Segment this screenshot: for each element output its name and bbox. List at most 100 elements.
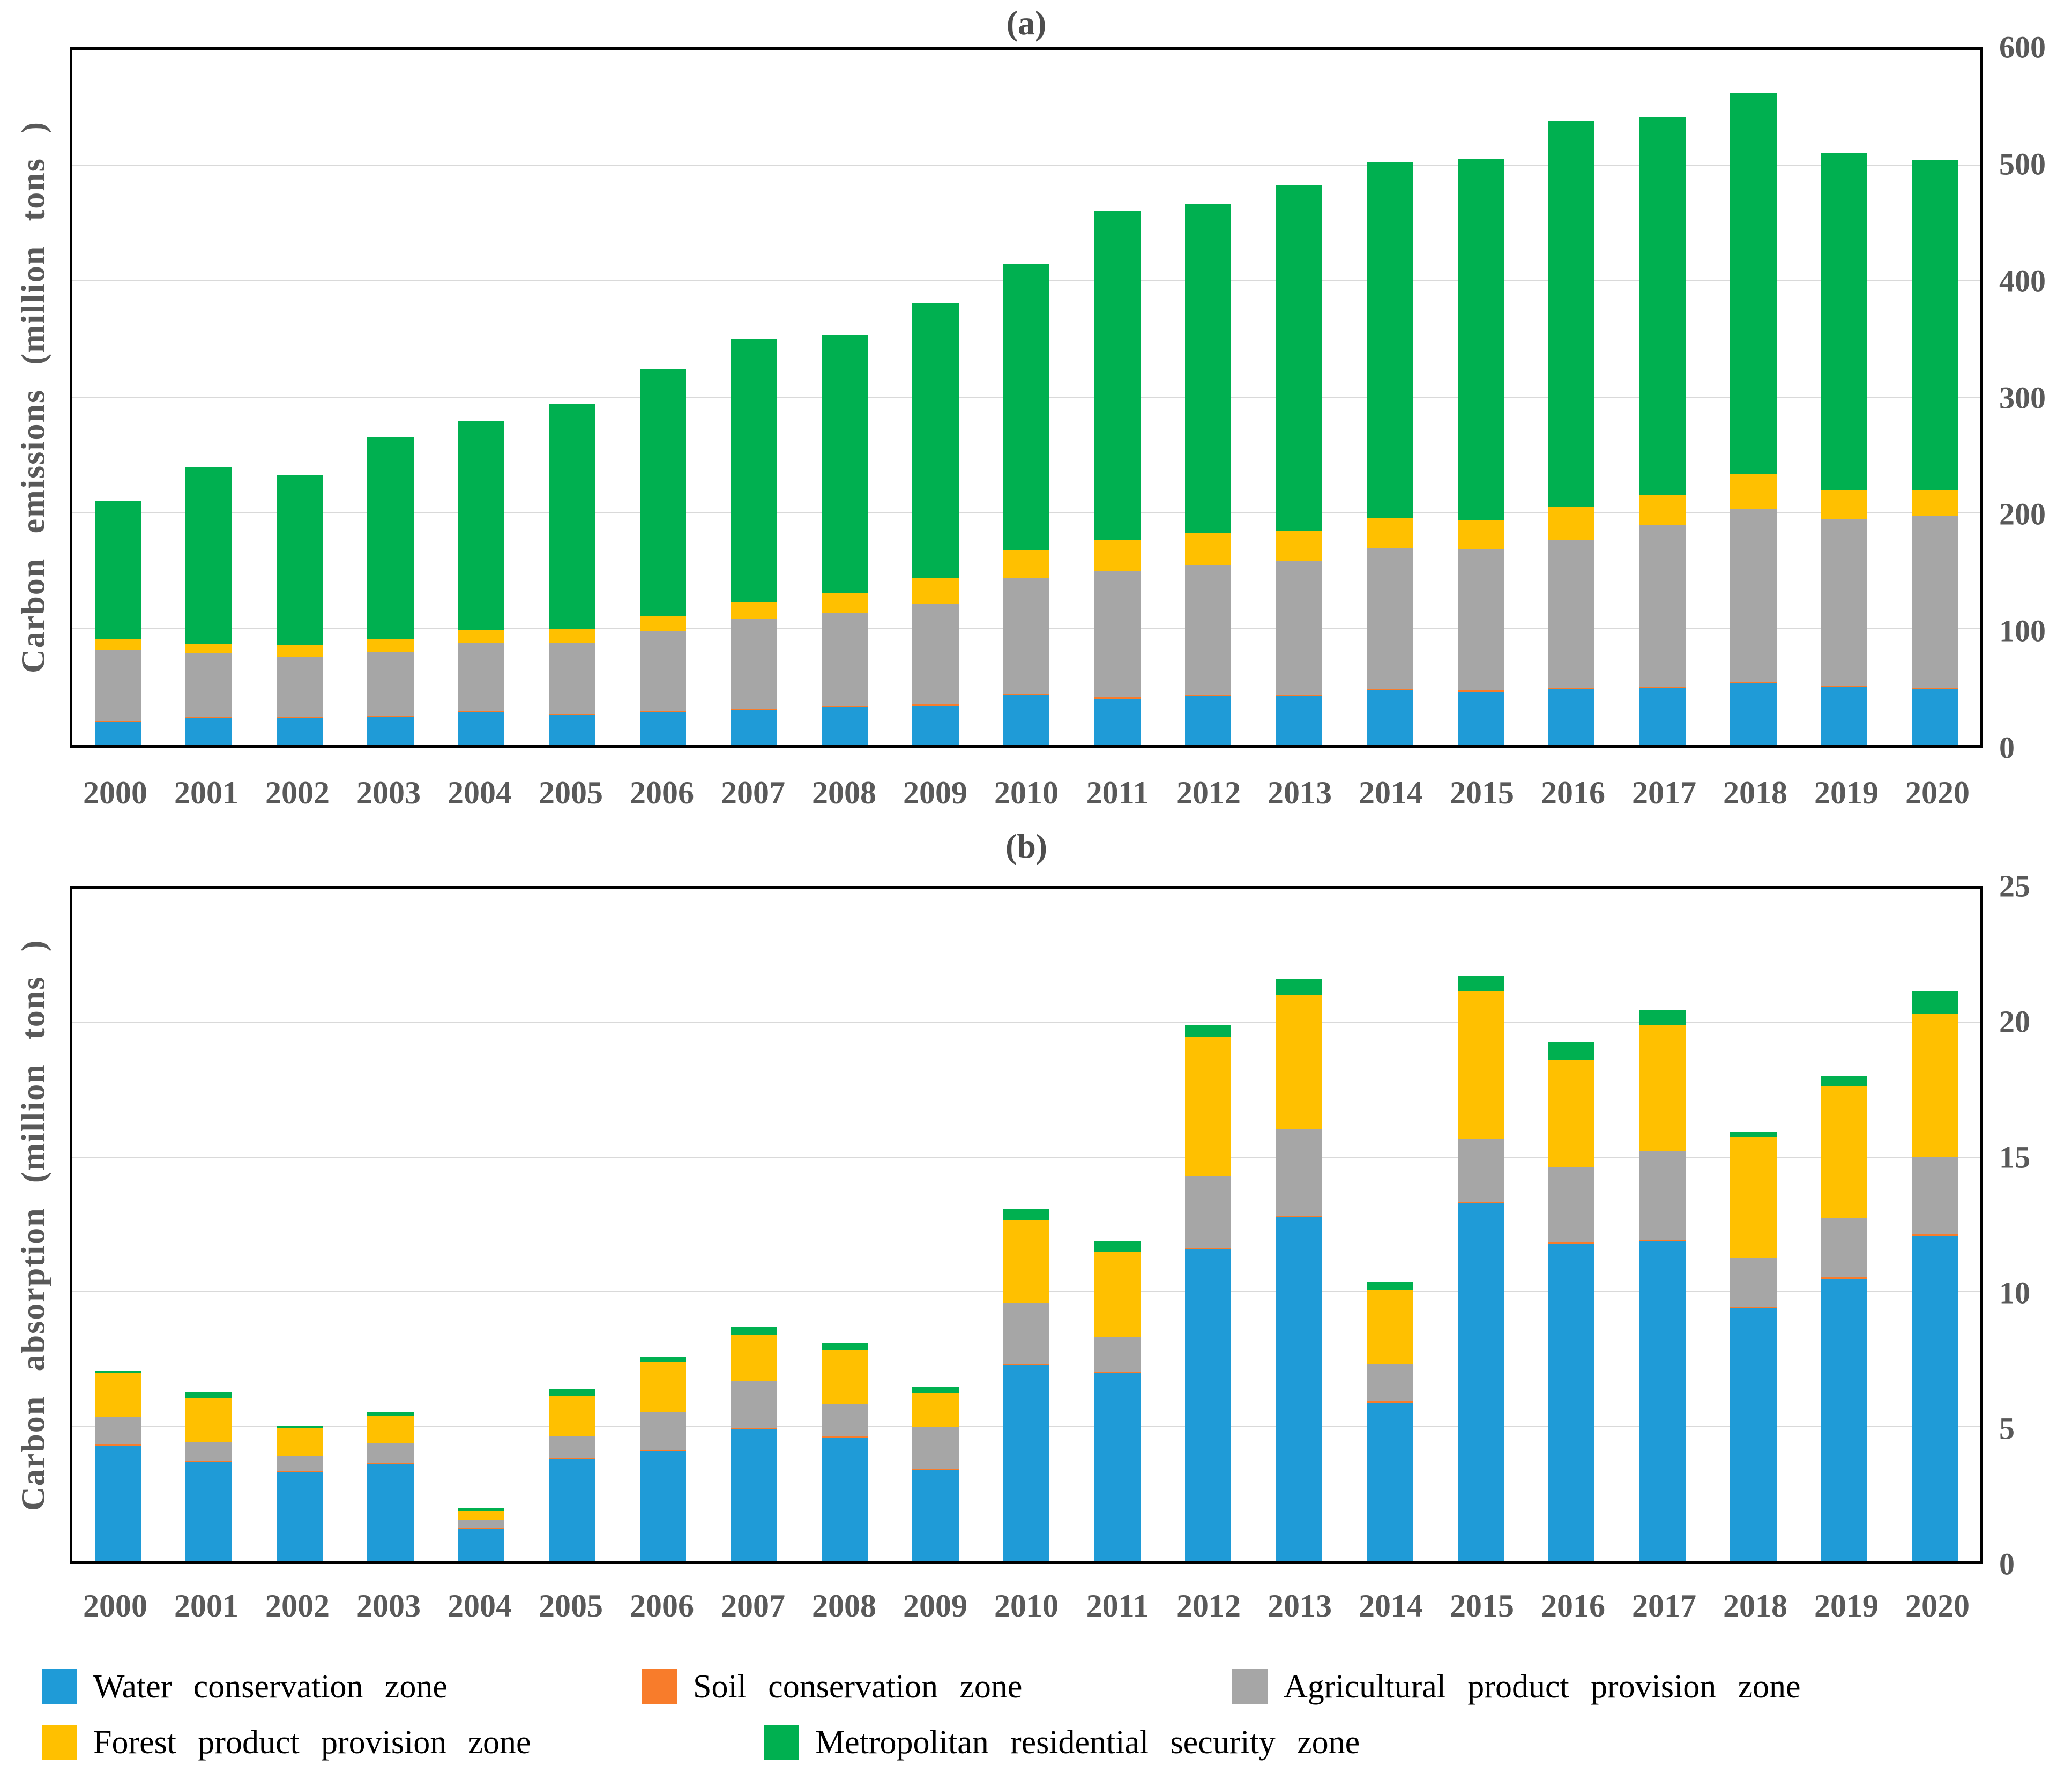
bar-segment: [821, 613, 868, 706]
legend-label: Agricultural product provision zone: [1284, 1669, 1801, 1705]
bar-segment: [1003, 264, 1050, 550]
panel-b-y-axis-title: Carbon absorption (million tons ): [15, 939, 52, 1511]
panel-a-y-axis: 0 100 200 300 400 500 600: [1999, 30, 2072, 765]
bar-segment: [1639, 687, 1686, 689]
bar-segment: [1730, 1308, 1777, 1561]
panel-a-bars: [72, 50, 1980, 745]
stacked-bar-2005: [549, 889, 595, 1561]
stacked-bar-2006: [639, 889, 687, 1561]
bar-slot-2001: [163, 889, 255, 1561]
bar-segment: [1276, 695, 1322, 697]
bar-slot-2011: [1072, 889, 1163, 1561]
bar-slot-2006: [617, 50, 709, 745]
panel-b-plot-area: [70, 886, 1983, 1564]
panel-a-plot-area: [70, 47, 1983, 748]
x-tick-label: 2015: [1450, 775, 1514, 810]
bar-segment: [912, 1427, 959, 1469]
bar-segment: [1366, 1290, 1413, 1364]
x-tick-label: 2011: [1086, 1588, 1149, 1623]
bar-segment: [1276, 696, 1322, 745]
bar-segment: [821, 705, 868, 707]
bar-slot-2017: [1617, 889, 1708, 1561]
bar-segment: [1912, 1156, 1958, 1235]
bar-segment: [912, 578, 959, 604]
stacked-bar-2016: [1548, 889, 1595, 1561]
x-tick-label: 2005: [539, 775, 603, 810]
bar-slot-2007: [709, 50, 800, 745]
bar-segment: [276, 1428, 323, 1457]
bar-segment: [1912, 160, 1958, 490]
bar-slot-2012: [1162, 889, 1254, 1561]
stacked-bar-2013: [1276, 50, 1322, 745]
x-tick-label: 2006: [630, 1588, 694, 1623]
stacked-bar-2009: [912, 889, 959, 1561]
bar-segment: [1730, 683, 1777, 745]
bar-segment: [821, 593, 868, 613]
bar-segment: [1094, 1241, 1141, 1252]
x-tick-label: 2013: [1268, 1588, 1332, 1623]
bar-segment: [549, 1457, 595, 1459]
bar-slot-2007: [709, 889, 800, 1561]
bar-segment: [367, 639, 414, 653]
bar-slot-2014: [1344, 50, 1435, 745]
bar-segment: [1639, 1024, 1686, 1151]
bar-segment: [912, 1470, 959, 1561]
bar-segment: [458, 712, 505, 745]
x-tick-label: 2017: [1632, 1588, 1696, 1623]
bar-segment: [821, 706, 868, 745]
x-tick-label: 2020: [1905, 775, 1970, 810]
bar-slot-2002: [254, 50, 345, 745]
bar-segment: [367, 717, 414, 745]
bar-segment: [1821, 1277, 1868, 1279]
bar-segment: [1366, 1402, 1413, 1561]
bar-slot-2014: [1344, 889, 1435, 1561]
bar-segment: [1548, 1059, 1595, 1167]
stacked-bar-2000: [94, 889, 141, 1561]
bar-segment: [1457, 691, 1504, 745]
bar-segment: [912, 705, 959, 745]
bar-slot-2006: [617, 889, 709, 1561]
bar-segment: [1094, 1336, 1141, 1372]
y-tick-label: 5: [1999, 1411, 2015, 1446]
bar-segment: [458, 630, 505, 643]
bar-segment: [639, 1362, 687, 1412]
bar-slot-2004: [436, 50, 527, 745]
bar-segment: [94, 639, 141, 650]
orange-square-icon: [642, 1669, 677, 1704]
bar-segment: [458, 643, 505, 712]
x-tick-label: 2019: [1814, 775, 1879, 810]
bar-segment: [94, 1417, 141, 1444]
bar-segment: [185, 717, 232, 719]
bar-segment: [458, 1508, 505, 1511]
bar-segment: [1184, 533, 1232, 565]
bar-segment: [821, 1438, 868, 1561]
bar-slot-2020: [1890, 50, 1981, 745]
bar-segment: [458, 1529, 505, 1561]
bar-segment: [94, 1444, 141, 1446]
bar-segment: [1094, 1252, 1141, 1337]
bar-segment: [185, 718, 232, 745]
panel-b-y-axis: 0 5 10 15 20 25: [1999, 869, 2072, 1582]
blue-square-icon: [42, 1669, 77, 1704]
bar-segment: [94, 500, 141, 640]
bar-slot-2018: [1708, 50, 1799, 745]
x-tick-label: 2020: [1905, 1588, 1970, 1623]
x-tick-label: 2012: [1176, 775, 1241, 810]
bar-segment: [1548, 540, 1595, 689]
bar-segment: [1548, 1242, 1595, 1244]
bar-segment: [912, 303, 959, 578]
x-tick-label: 2006: [630, 775, 694, 810]
stacked-bar-2014: [1366, 50, 1413, 745]
bar-slot-2005: [527, 50, 618, 745]
bar-segment: [549, 404, 595, 629]
stacked-bar-2007: [731, 889, 777, 1561]
bar-slot-2016: [1526, 889, 1618, 1561]
bar-segment: [276, 1456, 323, 1471]
bar-segment: [1912, 990, 1958, 1014]
bar-segment: [639, 1451, 687, 1561]
stacked-bar-2007: [731, 50, 777, 745]
bar-slot-2010: [981, 50, 1072, 745]
bar-segment: [1457, 520, 1504, 549]
bar-segment: [367, 1464, 414, 1561]
x-tick-label: 2014: [1359, 1588, 1423, 1623]
